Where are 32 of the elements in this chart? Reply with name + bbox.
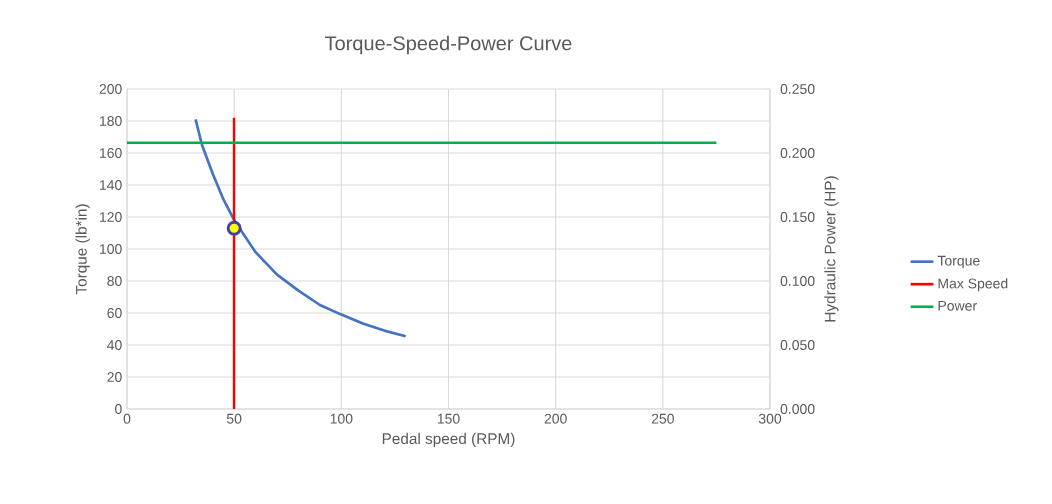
y-tick-label: 60 (107, 308, 122, 318)
line-series (194, 118, 407, 338)
x-axis-title: Pedal speed (RPM) (382, 432, 515, 448)
y-tick-label: 140 (100, 180, 122, 190)
legend-label: Power (938, 300, 977, 311)
y2-tick-label: 0.200 (780, 148, 815, 158)
x-tick-label: 100 (330, 413, 353, 424)
y-tick-label: 80 (107, 276, 122, 286)
y2-tick-label: 0.050 (780, 340, 815, 350)
y2-axis-title: Hydraulic Power (HP) (824, 176, 839, 322)
y2-tick-label: 0.000 (780, 404, 815, 414)
y2-tick-label: 0.100 (780, 276, 815, 286)
x-tick-label: 300 (758, 413, 782, 424)
chart-title: Torque-Speed-Power Curve (325, 35, 572, 55)
legend-label: Torque (937, 255, 980, 269)
y-tick-label: 180 (100, 116, 122, 126)
x-tick-label: 200 (544, 413, 567, 424)
y-tick-label: 40 (107, 340, 122, 350)
x-tick-label: 150 (437, 413, 460, 424)
y-tick-label: 0 (115, 404, 122, 414)
y-tick-label: 100 (100, 244, 122, 254)
y-tick-label: 200 (99, 84, 122, 94)
y-tick-label: 20 (107, 372, 122, 382)
y2-tick-label: 0.150 (780, 212, 815, 222)
legend-label: Max Speed (938, 278, 1008, 292)
y2-tick-label: 0.250 (780, 84, 815, 94)
x-tick-label: 250 (651, 413, 674, 424)
x-tick-label: 0 (123, 413, 131, 424)
y-tick-label: 120 (100, 212, 122, 222)
y-axis-title: Torque (lb*in) (75, 204, 90, 295)
y-tick-label: 160 (100, 148, 122, 158)
x-tick-label: 50 (226, 413, 242, 424)
